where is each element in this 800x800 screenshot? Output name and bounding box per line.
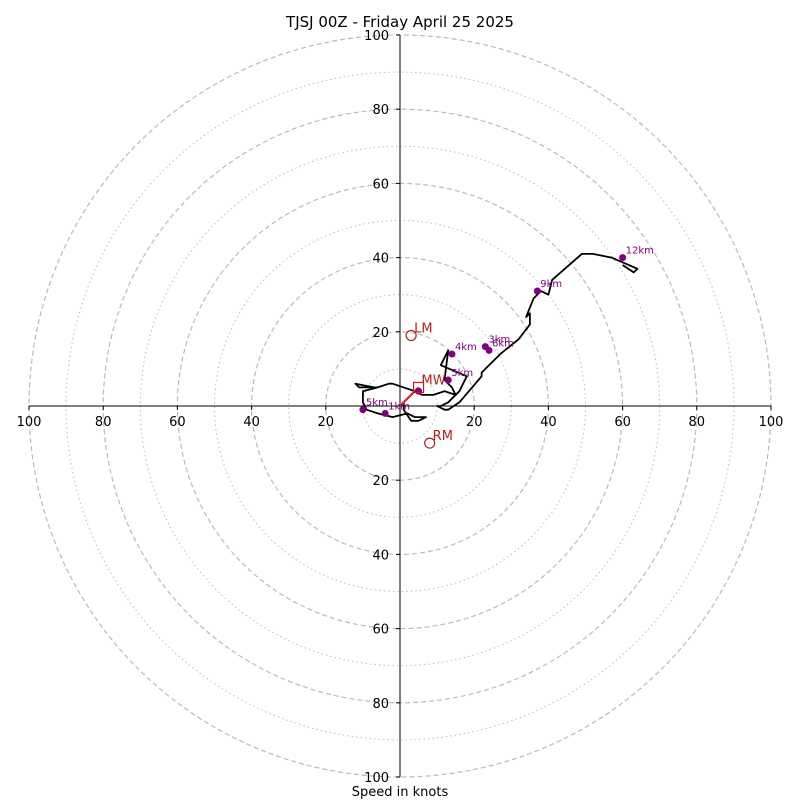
chart-title: TJSJ 00Z - Friday April 25 2025 — [285, 13, 514, 31]
y-tick-label: 100 — [364, 29, 389, 44]
x-tick-label: 100 — [17, 415, 42, 430]
storm-motion-label: LM — [414, 322, 432, 337]
height-label: 12km — [626, 246, 654, 257]
y-tick-label: 20 — [372, 326, 389, 341]
height-point — [485, 346, 493, 354]
height-point — [619, 254, 627, 262]
wind-trace — [354, 252, 639, 422]
y-tick-label: 60 — [372, 623, 389, 638]
height-point — [533, 287, 541, 295]
height-label: 1km — [388, 401, 410, 412]
x-tick-label: 80 — [95, 415, 112, 430]
height-label: 3km — [488, 335, 510, 346]
height-point — [381, 409, 389, 417]
y-tick-label: 40 — [372, 252, 389, 267]
height-point — [415, 387, 423, 395]
height-point — [448, 350, 456, 358]
mean-wind-marker — [412, 381, 425, 394]
height-label: 9km — [540, 279, 562, 290]
height-label: 6km — [492, 338, 514, 349]
y-tick-label: 80 — [372, 103, 389, 118]
storm-motion-label: RM — [433, 429, 453, 444]
height-label: 5km — [451, 368, 473, 379]
x-tick-label: 20 — [466, 415, 483, 430]
y-tick-label: 60 — [372, 177, 389, 192]
height-point — [359, 406, 367, 414]
x-tick-label: 100 — [759, 415, 784, 430]
y-tick-label: 80 — [372, 697, 389, 712]
x-tick-label: 60 — [169, 415, 186, 430]
x-tick-label: 20 — [318, 415, 335, 430]
x-tick-label: 80 — [689, 415, 706, 430]
y-tick-label: 40 — [372, 548, 389, 563]
height-point — [444, 376, 452, 384]
storm-motion-marker — [405, 329, 417, 342]
height-label: 4km — [455, 342, 477, 353]
height-label: 5km — [366, 398, 388, 409]
x-axis-label: Speed in knots — [352, 785, 449, 800]
y-tick-label: 100 — [364, 771, 389, 786]
storm-motion-label: MW — [422, 373, 446, 388]
x-tick-label: 60 — [614, 415, 631, 430]
x-tick-label: 40 — [540, 415, 557, 430]
wind-trace-line — [354, 252, 639, 422]
x-tick-label: 40 — [243, 415, 260, 430]
storm-motion-marker — [424, 437, 436, 449]
y-tick-label: 20 — [372, 474, 389, 489]
storm-motion-markers: LM RM MW — [405, 322, 453, 449]
tick-labels: 100 100 80 80 60 60 40 40 20 20 20 20 40 40 60 60 80 80 10… — [17, 29, 784, 786]
